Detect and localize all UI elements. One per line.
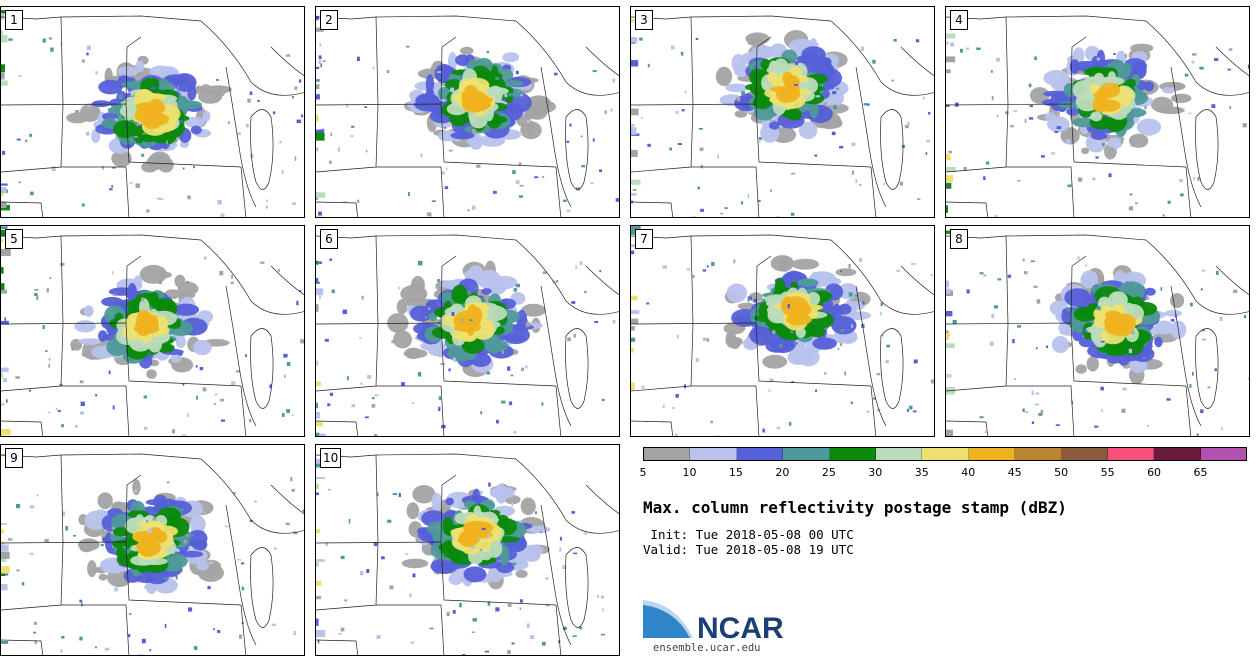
- legend-tick-label: 50: [1054, 466, 1069, 479]
- reflectivity-map: [946, 15, 1249, 217]
- panel-3: 3: [630, 6, 935, 218]
- reflectivity-map: [946, 230, 1249, 436]
- legend-tick-label: 5: [639, 466, 647, 479]
- basemap: [631, 15, 934, 217]
- member-label: 9: [5, 448, 23, 468]
- legend-swatch-0: [644, 448, 691, 460]
- legend-tick-label: 65: [1193, 466, 1208, 479]
- basemap: [631, 234, 934, 436]
- ncar-logo: NCAR: [643, 600, 784, 644]
- basemap: [1, 15, 304, 217]
- logo-swoosh-stripe: [643, 600, 693, 638]
- member-label: 4: [950, 10, 968, 30]
- basemap: [316, 234, 619, 436]
- legend-swatch-12: [1200, 448, 1247, 460]
- reflectivity-field: [1, 454, 304, 655]
- panel-4: 4: [945, 6, 1250, 218]
- reflectivity-map: [631, 226, 934, 436]
- legend-swatch-9: [1061, 448, 1108, 460]
- member-label: 3: [635, 10, 653, 30]
- panel-2: 2: [315, 6, 620, 218]
- panel-6: 6: [315, 225, 620, 437]
- color-scale-ticks: 5 10 15 20 25 30 35 40 45 50 55 60 65: [639, 466, 1247, 480]
- init-time: Init: Tue 2018-05-08 00 UTC: [643, 527, 854, 542]
- logo-text: NCAR: [697, 612, 784, 644]
- legend-tick-label: 40: [961, 466, 976, 479]
- legend-tick-label: 60: [1147, 466, 1162, 479]
- member-label: 6: [320, 229, 338, 249]
- reflectivity-field: [316, 15, 619, 217]
- reflectivity-field: [631, 226, 934, 436]
- legend-tick-label: 30: [868, 466, 883, 479]
- valid-time: Valid: Tue 2018-05-08 19 UTC: [643, 542, 854, 557]
- member-label: 5: [5, 229, 23, 249]
- legend-swatch-4: [829, 448, 876, 460]
- basemap: [316, 15, 619, 217]
- legend-swatch-7: [968, 448, 1016, 460]
- legend-swatch-5: [875, 448, 923, 460]
- reflectivity-field: [316, 258, 616, 436]
- legend-swatch-8: [1015, 448, 1062, 460]
- legend-swatch-1: [690, 448, 737, 460]
- legend-swatch-2: [736, 448, 784, 460]
- legend-tick-label: 15: [728, 466, 743, 479]
- reflectivity-map: [631, 15, 934, 217]
- legend-tick-label: 25: [821, 466, 836, 479]
- reflectivity-field: [946, 230, 1249, 436]
- reflectivity-map: [1, 226, 304, 436]
- member-label: 10: [320, 448, 342, 468]
- legend-tick-label: 10: [682, 466, 697, 479]
- reflectivity-map: [1, 10, 304, 217]
- reflectivity-map: [316, 15, 619, 217]
- legend-tick-label: 55: [1100, 466, 1115, 479]
- basemap: [1, 453, 304, 655]
- legend-swatch-3: [783, 448, 830, 460]
- panel-9: 9: [0, 444, 305, 656]
- panel-8: 8: [945, 225, 1250, 437]
- reflectivity-field: [946, 33, 1249, 217]
- reflectivity-field: [631, 18, 931, 217]
- member-label: 2: [320, 10, 338, 30]
- legend-tick-label: 20: [775, 466, 790, 479]
- legend-tick-label: 45: [1007, 466, 1022, 479]
- logo-swoosh-icon: [643, 602, 693, 638]
- basemap: [316, 453, 619, 655]
- basemap: [946, 234, 1249, 436]
- site-url: ensemble.ucar.edu: [653, 642, 761, 654]
- reflectivity-field: [1, 226, 304, 436]
- figure-title: Max. column reflectivity postage stamp (…: [643, 498, 1067, 517]
- legend-swatch-6: [922, 448, 969, 460]
- reflectivity-map: [316, 453, 619, 655]
- member-label: 1: [5, 10, 23, 30]
- reflectivity-map: [1, 453, 304, 655]
- reflectivity-map: [316, 234, 619, 436]
- color-scale-bar: [643, 447, 1247, 461]
- legend-swatch-10: [1107, 448, 1155, 460]
- basemap: [1, 234, 304, 436]
- reflectivity-field: [316, 458, 619, 655]
- member-label: 8: [950, 229, 968, 249]
- panel-10: 10: [315, 444, 620, 656]
- legend-swatch-11: [1154, 448, 1201, 460]
- panel-5: 5: [0, 225, 305, 437]
- basemap: [946, 15, 1249, 217]
- member-label: 7: [635, 229, 653, 249]
- panel-7: 7: [630, 225, 935, 437]
- panel-1: 1: [0, 6, 305, 218]
- legend-tick-label: 35: [914, 466, 929, 479]
- reflectivity-field: [1, 10, 304, 217]
